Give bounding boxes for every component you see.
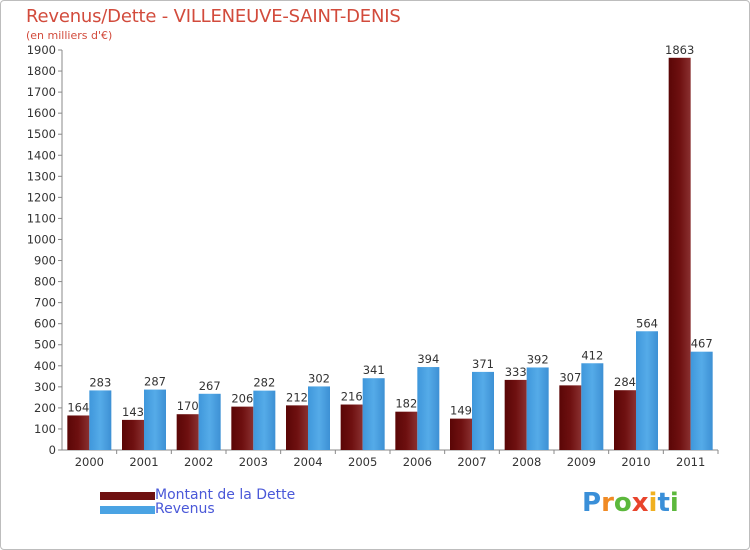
y-tick-label: 300: [34, 380, 56, 394]
bar-debt: [504, 379, 527, 450]
y-tick-label: 900: [34, 254, 56, 268]
legend-swatch-revenus: [100, 506, 155, 514]
x-tick-label: 2008: [512, 455, 541, 469]
data-label-revenus: 392: [527, 352, 549, 366]
bar-revenus: [417, 367, 440, 450]
data-label-revenus: 302: [308, 371, 330, 385]
data-label-debt: 212: [286, 390, 308, 404]
logo-letter: P: [582, 488, 602, 518]
bar-revenus: [526, 367, 549, 450]
x-tick-label: 2005: [348, 455, 377, 469]
y-tick-label: 200: [34, 401, 56, 415]
y-tick-label: 800: [34, 275, 56, 289]
logo-letter: i: [669, 488, 679, 518]
proxiti-logo: Proxiti: [582, 488, 679, 518]
logo-letter: r: [601, 488, 614, 518]
bar-revenus: [472, 371, 494, 450]
y-tick-label: 1600: [27, 106, 56, 120]
chart-title: Revenus/Dette - VILLENEUVE-SAINT-DENIS: [26, 6, 401, 27]
legend-label-revenus: Revenus: [155, 501, 215, 517]
legend-label-debt: Montant de la Dette: [155, 487, 296, 503]
x-tick-label: 2007: [457, 455, 486, 469]
x-tick-label: 2006: [403, 455, 432, 469]
data-label-revenus: 267: [199, 379, 221, 393]
y-tick-label: 100: [34, 422, 56, 436]
data-label-revenus: 283: [89, 375, 111, 389]
y-tick-label: 1200: [27, 190, 56, 204]
data-label-debt: 333: [505, 365, 527, 379]
bar-revenus: [144, 389, 166, 450]
legend-swatch-debt: [100, 492, 155, 500]
bar-revenus: [636, 331, 658, 450]
x-tick-label: 2004: [293, 455, 322, 469]
data-label-debt: 216: [341, 390, 363, 404]
logo-letter: i: [648, 488, 658, 518]
bar-revenus: [198, 393, 221, 450]
bar-debt: [286, 405, 308, 450]
bar-debt: [122, 419, 144, 450]
data-label-revenus: 371: [472, 357, 494, 371]
x-tick-label: 2002: [184, 455, 213, 469]
bar-debt: [668, 57, 691, 450]
chart-subtitle: (en milliers d'€): [26, 29, 113, 42]
data-label-debt: 307: [559, 370, 581, 384]
bar-debt: [340, 404, 363, 450]
bar-revenus: [581, 363, 604, 450]
logo-letter: o: [613, 488, 632, 518]
y-tick-label: 1100: [27, 211, 56, 225]
y-tick-label: 1800: [27, 64, 56, 78]
bar-debt: [231, 406, 254, 450]
y-tick-label: 600: [34, 317, 56, 331]
y-tick-label: 1000: [27, 232, 56, 246]
bar-debt: [614, 390, 636, 450]
bar-revenus: [308, 386, 330, 450]
logo-letter: t: [657, 488, 670, 518]
x-tick-label: 2011: [676, 455, 705, 469]
y-tick-label: 1900: [27, 43, 56, 57]
data-label-debt: 170: [177, 399, 199, 413]
data-label-debt: 284: [614, 375, 636, 389]
data-label-revenus: 282: [253, 376, 275, 390]
y-tick-label: 500: [34, 338, 56, 352]
data-label-debt: 206: [231, 392, 253, 406]
x-tick-label: 2000: [75, 455, 104, 469]
bar-revenus: [89, 390, 112, 450]
x-tick-label: 2010: [621, 455, 650, 469]
bar-debt: [559, 385, 582, 450]
x-tick-label: 2003: [239, 455, 268, 469]
y-tick-label: 1500: [27, 127, 56, 141]
data-label-debt: 164: [67, 400, 89, 414]
data-label-revenus: 341: [363, 363, 385, 377]
data-label-debt: 143: [122, 405, 144, 419]
y-tick-label: 1300: [27, 169, 56, 183]
data-label-revenus: 287: [144, 375, 166, 389]
bar-debt: [450, 418, 472, 450]
data-label-debt: 149: [450, 404, 472, 418]
data-label-revenus: 412: [581, 348, 603, 362]
y-tick-label: 1700: [27, 85, 56, 99]
bar-debt: [176, 414, 199, 450]
y-tick-label: 700: [34, 296, 56, 310]
bar-debt: [67, 415, 90, 450]
x-tick-label: 2009: [567, 455, 596, 469]
logo-letter: x: [631, 488, 649, 518]
data-label-debt: 1863: [665, 43, 694, 57]
data-label-debt: 182: [395, 397, 417, 411]
x-tick-label: 2001: [129, 455, 158, 469]
bar-revenus: [253, 390, 276, 450]
data-label-revenus: 467: [691, 337, 713, 351]
y-tick-label: 400: [34, 359, 56, 373]
data-label-revenus: 564: [636, 316, 658, 330]
y-tick-label: 1400: [27, 148, 56, 162]
data-label-revenus: 394: [417, 352, 439, 366]
y-tick-label: 0: [49, 443, 56, 457]
bar-revenus: [362, 378, 385, 450]
bar-debt: [395, 411, 418, 450]
bar-revenus: [690, 351, 713, 450]
